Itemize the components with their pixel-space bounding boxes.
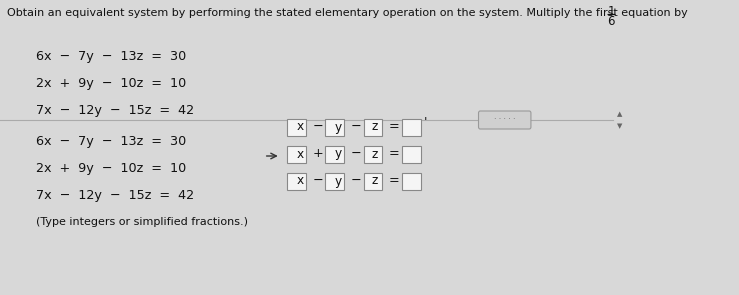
Text: −: − <box>351 174 361 187</box>
Text: +: + <box>313 147 324 160</box>
FancyBboxPatch shape <box>403 145 421 163</box>
Text: y: y <box>335 120 341 134</box>
Text: 6: 6 <box>607 15 615 28</box>
Text: 6x  −  7y  −  13z  =  30: 6x − 7y − 13z = 30 <box>35 50 185 63</box>
FancyBboxPatch shape <box>325 173 344 189</box>
Text: · · · · ·: · · · · · <box>494 115 515 124</box>
FancyBboxPatch shape <box>403 119 421 135</box>
FancyBboxPatch shape <box>287 145 306 163</box>
Text: 1: 1 <box>607 5 615 18</box>
FancyBboxPatch shape <box>364 173 382 189</box>
Text: z: z <box>371 175 378 188</box>
Text: ▼: ▼ <box>617 123 622 129</box>
Text: Obtain an equivalent system by performing the stated elementary operation on the: Obtain an equivalent system by performin… <box>7 8 687 18</box>
Text: 2x  +  9y  −  10z  =  10: 2x + 9y − 10z = 10 <box>35 77 185 90</box>
FancyBboxPatch shape <box>287 119 306 135</box>
Text: −: − <box>313 120 324 133</box>
FancyBboxPatch shape <box>325 145 344 163</box>
Text: x: x <box>296 148 304 160</box>
FancyBboxPatch shape <box>325 119 344 135</box>
FancyBboxPatch shape <box>364 119 382 135</box>
Text: =: = <box>389 147 400 160</box>
Text: x: x <box>296 175 304 188</box>
Text: −: − <box>313 174 324 187</box>
Text: y: y <box>335 175 341 188</box>
FancyBboxPatch shape <box>287 173 306 189</box>
Text: x: x <box>296 120 304 134</box>
Text: y: y <box>335 148 341 160</box>
Text: −: − <box>351 147 361 160</box>
Text: =: = <box>389 174 400 187</box>
Text: 2x  +  9y  −  10z  =  10: 2x + 9y − 10z = 10 <box>35 162 185 175</box>
Text: 7x  −  12y  −  15z  =  42: 7x − 12y − 15z = 42 <box>35 104 194 117</box>
FancyBboxPatch shape <box>364 145 382 163</box>
Text: ': ' <box>423 117 427 130</box>
Text: 7x  −  12y  −  15z  =  42: 7x − 12y − 15z = 42 <box>35 189 194 202</box>
FancyBboxPatch shape <box>479 111 531 129</box>
Text: (Type integers or simplified fractions.): (Type integers or simplified fractions.) <box>35 217 248 227</box>
Text: ▲: ▲ <box>617 111 622 117</box>
FancyBboxPatch shape <box>403 173 421 189</box>
Text: z: z <box>371 120 378 134</box>
Text: z: z <box>371 148 378 160</box>
Text: 6x  −  7y  −  13z  =  30: 6x − 7y − 13z = 30 <box>35 135 185 148</box>
Text: =: = <box>389 120 400 133</box>
Text: −: − <box>351 120 361 133</box>
